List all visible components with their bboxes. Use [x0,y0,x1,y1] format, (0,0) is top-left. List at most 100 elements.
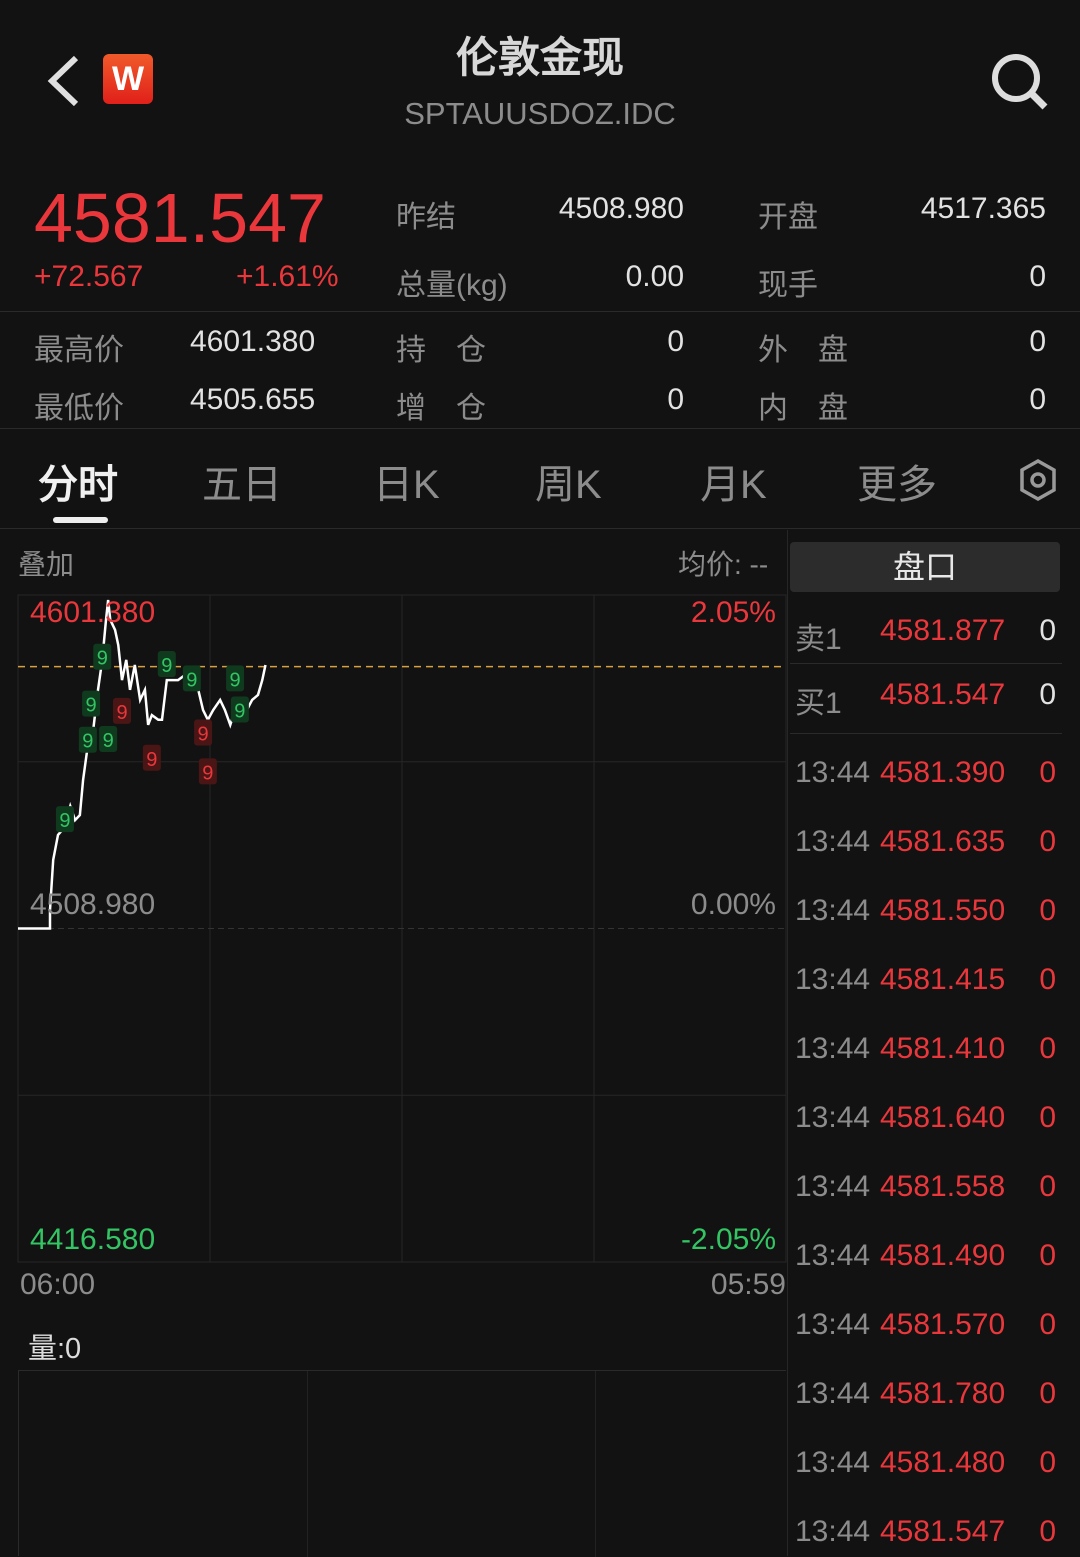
position-change-label: 增 仓 [396,392,486,425]
current-hand-value: 0 [1029,260,1046,293]
volume-label: 量:0 [28,1333,82,1365]
buy-1-price: 4581.547 [880,678,1006,711]
sell-1-row: 卖1 4581.877 0 [795,614,1060,656]
tick-time: 13:44 [795,1032,871,1065]
tick-qty: 0 [1039,825,1056,858]
signal-marker-bg [113,697,131,724]
signal-marker-bg [142,744,161,771]
divider [790,733,1062,734]
tick-qty: 0 [1039,963,1056,996]
x-label-end: 05:59 [710,1268,786,1301]
price-change-pct: +1.61% [236,260,339,293]
tick-price: 4581.550 [880,894,1006,927]
pct-label-bottom: -2.05% [680,1223,776,1256]
divider [787,530,788,1556]
tab-more[interactable]: 更多 [857,463,937,507]
tick-qty: 0 [1039,1446,1056,1479]
tick-row: 13:44 4581.558 0 [795,1170,1060,1210]
divider [0,428,1080,429]
tick-price: 4581.415 [880,963,1006,996]
tick-qty: 0 [1039,1170,1056,1203]
tick-row: 13:44 4581.390 0 [795,756,1060,796]
signal-marker: 9 [82,731,93,753]
tick-row: 13:44 4581.640 0 [795,1101,1060,1141]
tab-weekly-k[interactable]: 周K [535,463,602,507]
x-label-start: 06:00 [20,1268,96,1301]
current-hand-label: 现手 [758,269,818,302]
tick-price: 4581.390 [880,756,1006,789]
tick-price: 4581.558 [880,1170,1006,1203]
chevron-left-icon [47,55,79,107]
volume-value: 0.00 [625,260,684,293]
signal-marker-bg [198,758,217,785]
tick-row: 13:44 4581.635 0 [795,825,1060,865]
outer-label: 外 盘 [758,334,848,367]
buy-1-label: 买1 [795,687,842,720]
tick-qty: 0 [1039,1308,1056,1341]
chart-settings-button[interactable] [1018,458,1058,507]
tick-row: 13:44 4581.550 0 [795,894,1060,934]
search-icon [992,54,1048,110]
tick-row: 13:44 4581.547 0 [795,1515,1060,1555]
signal-marker: 9 [198,724,209,746]
tick-price: 4581.410 [880,1032,1006,1065]
high-value: 4601.380 [190,325,316,358]
tick-price: 4581.490 [880,1239,1006,1272]
signal-marker-bg [226,665,245,692]
page-title: 伦敦金现 [455,34,624,81]
volume-label: 总量(kg) [396,269,508,302]
signal-marker: 9 [146,749,157,771]
average-price-label: 均价: -- [678,549,769,580]
tick-row: 13:44 4581.490 0 [795,1239,1060,1279]
grid-line [595,1371,596,1557]
price-line [18,599,267,930]
search-button[interactable] [990,52,1050,117]
open-label: 开盘 [758,201,818,234]
hexagon-settings-icon [1020,458,1056,502]
sell-1-label: 卖1 [795,623,842,656]
buy-1-qty: 0 [1039,678,1056,711]
tick-time: 13:44 [795,1170,871,1203]
tick-price: 4581.635 [880,825,1006,858]
tick-price: 4581.780 [880,1377,1006,1410]
tick-qty: 0 [1039,1101,1056,1134]
tick-qty: 0 [1039,1032,1056,1065]
y-label-bottom: 4416.580 [30,1223,156,1256]
signal-marker: 9 [86,695,97,717]
inner-label: 内 盘 [758,392,848,425]
grid-line [307,1371,308,1557]
tick-time: 13:44 [795,894,871,927]
price-change: +72.567 [34,260,144,293]
signal-marker: 9 [234,701,245,723]
signal-marker: 9 [59,810,70,832]
signal-marker-bg [157,650,176,677]
tick-row: 13:44 4581.570 0 [795,1308,1060,1348]
tick-price: 4581.570 [880,1308,1006,1341]
outer-value: 0 [1029,325,1046,358]
instrument-code: SPTAUUSDOZ.IDC [404,96,676,131]
signal-marker-bg [55,806,74,833]
tab-monthly-k[interactable]: 月K [700,463,767,507]
tick-qty: 0 [1039,1239,1056,1272]
overlay-button[interactable]: 叠加 [18,549,75,580]
back-button[interactable] [44,54,84,108]
orderbook-tab[interactable]: 盘口 [790,542,1060,592]
tick-time: 13:44 [795,1515,871,1548]
divider [790,663,1062,664]
position-value: 0 [667,325,684,358]
low-value: 4505.655 [190,383,316,416]
signal-marker: 9 [116,702,127,724]
signal-marker: 9 [230,669,241,691]
prev-close-value: 4508.980 [558,192,684,225]
signal-marker-bg [78,726,97,753]
buy-1-row: 买1 4581.547 0 [795,678,1060,720]
sell-1-price: 4581.877 [880,614,1006,647]
signal-marker: 9 [103,730,114,752]
tab-five-day[interactable]: 五日 [202,463,282,507]
signal-marker-bg [82,690,101,717]
tick-qty: 0 [1039,756,1056,789]
tab-daily-k[interactable]: 日K [373,463,440,507]
tab-intraday[interactable]: 分时 [38,463,118,507]
tick-price: 4581.640 [880,1101,1006,1134]
